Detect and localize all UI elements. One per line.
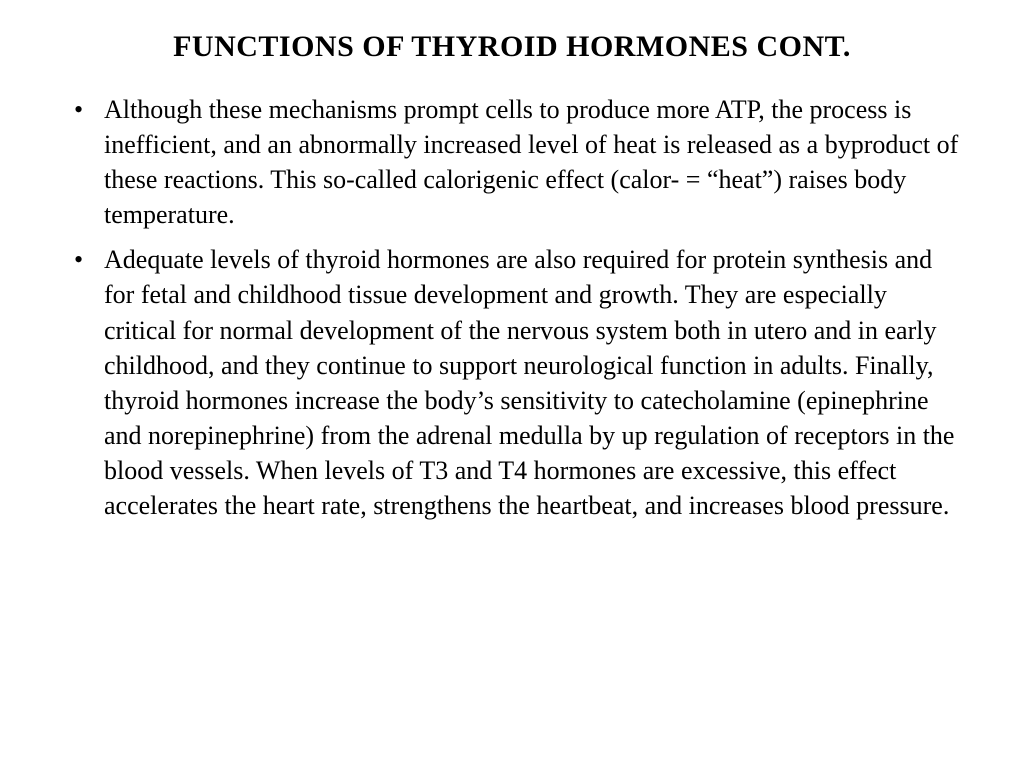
slide-title: FUNCTIONS OF THYROID HORMONES CONT. [60,30,964,64]
bullet-list: Although these mechanisms prompt cells t… [60,92,964,523]
list-item: Although these mechanisms prompt cells t… [60,92,964,232]
list-item: Adequate levels of thyroid hormones are … [60,242,964,523]
slide: FUNCTIONS OF THYROID HORMONES CONT. Alth… [0,0,1024,768]
